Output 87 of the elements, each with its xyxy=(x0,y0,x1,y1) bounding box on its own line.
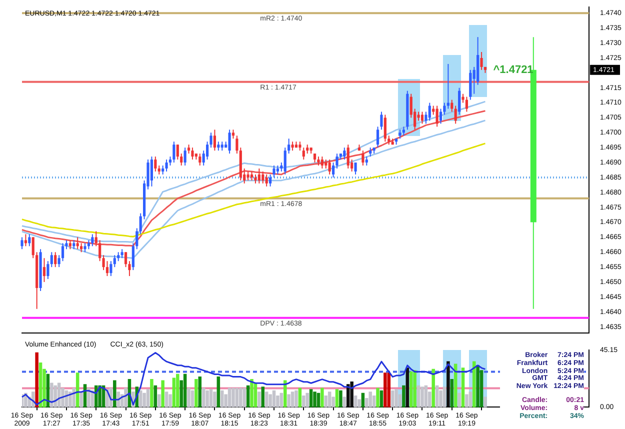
bar xyxy=(361,392,365,408)
bar xyxy=(246,385,250,408)
bar xyxy=(358,399,361,408)
bar xyxy=(190,390,194,408)
bar xyxy=(146,389,150,408)
bar xyxy=(239,388,242,408)
bar xyxy=(261,386,265,408)
bar xyxy=(183,374,187,408)
bar xyxy=(168,394,172,408)
bar xyxy=(368,392,372,408)
bar xyxy=(157,394,161,408)
bar xyxy=(268,394,272,408)
bar xyxy=(198,376,202,408)
bar xyxy=(54,385,57,408)
candlestick xyxy=(446,64,450,109)
bar xyxy=(80,392,83,408)
bar xyxy=(164,392,168,408)
bar xyxy=(154,385,158,408)
bar xyxy=(442,386,446,408)
bar xyxy=(87,388,90,408)
bar xyxy=(124,388,128,408)
bar xyxy=(235,388,239,408)
bar xyxy=(172,378,176,408)
bar xyxy=(376,388,380,408)
bar xyxy=(242,388,246,408)
bar xyxy=(272,390,276,408)
bar xyxy=(424,385,428,408)
bar xyxy=(446,361,450,408)
bar xyxy=(328,392,332,408)
bar xyxy=(409,371,413,408)
bar xyxy=(406,368,410,408)
bar xyxy=(350,382,354,408)
bar xyxy=(354,395,358,408)
bar xyxy=(387,372,391,408)
bar xyxy=(264,392,268,408)
bar xyxy=(316,392,320,408)
bar xyxy=(339,390,342,408)
bar xyxy=(416,385,420,408)
bar xyxy=(342,396,346,408)
bar xyxy=(384,372,387,408)
bar xyxy=(468,392,472,408)
bar xyxy=(202,388,206,408)
bar xyxy=(209,389,213,408)
bar xyxy=(324,395,328,408)
bar xyxy=(458,392,461,408)
bar xyxy=(228,388,232,408)
bar xyxy=(309,389,313,408)
bar xyxy=(213,392,216,408)
bar xyxy=(113,380,116,408)
bar xyxy=(287,394,290,408)
bar xyxy=(413,370,416,408)
bar xyxy=(142,392,146,408)
bar xyxy=(216,376,220,408)
bar xyxy=(298,388,302,408)
bar xyxy=(420,386,424,408)
bar xyxy=(176,374,180,408)
bar xyxy=(432,368,435,408)
bar xyxy=(294,390,298,408)
bar xyxy=(35,352,38,408)
bar xyxy=(380,390,384,408)
bar xyxy=(450,379,454,408)
bar xyxy=(206,390,209,408)
bar xyxy=(187,388,190,408)
bar xyxy=(50,382,54,408)
bar xyxy=(394,389,398,408)
bar xyxy=(258,392,261,408)
bar xyxy=(476,365,480,408)
bar xyxy=(465,394,468,408)
bar xyxy=(484,396,487,408)
bar xyxy=(161,380,164,408)
bar xyxy=(250,379,254,408)
bar xyxy=(390,390,394,408)
bar xyxy=(372,395,376,408)
bar xyxy=(194,379,198,408)
bar xyxy=(335,389,339,408)
bar xyxy=(313,392,316,408)
bar xyxy=(306,392,309,408)
bar xyxy=(302,395,306,408)
bar xyxy=(232,388,235,408)
bar xyxy=(280,392,284,408)
bar xyxy=(220,390,224,408)
annotation: ^1.4721 xyxy=(493,64,534,76)
bar xyxy=(320,388,324,408)
bar xyxy=(150,379,154,408)
bar xyxy=(402,385,406,408)
bar xyxy=(435,385,439,408)
bar xyxy=(290,392,294,408)
